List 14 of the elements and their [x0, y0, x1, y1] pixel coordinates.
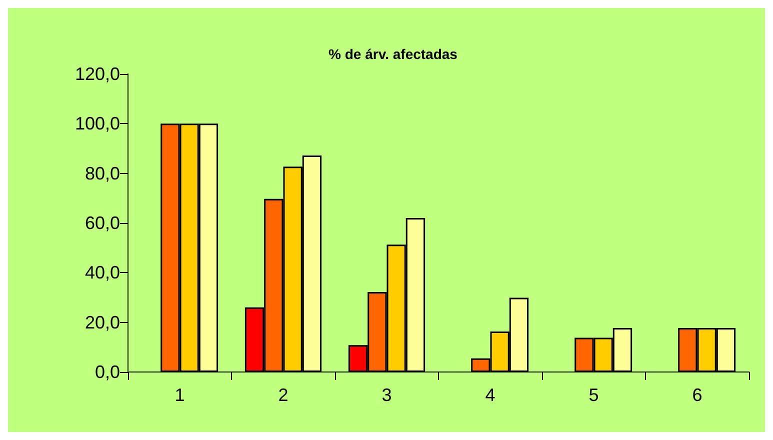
x-tick-label: 3: [382, 385, 392, 405]
y-tick-label: 60,0: [84, 213, 120, 233]
x-tick-label: 5: [588, 385, 599, 405]
y-tick-label: 40,0: [84, 262, 120, 283]
x-tick-label: 2: [278, 385, 288, 405]
y-tick-label: 80,0: [84, 163, 120, 184]
y-tick-label: 120,0: [74, 64, 120, 84]
y-tick-label: 0,0: [94, 362, 120, 382]
x-tick-label: 6: [692, 385, 702, 405]
x-tick-label: 1: [174, 385, 185, 405]
chart-title: % de árv. afectadas: [328, 46, 458, 62]
x-tick-label: 4: [485, 385, 496, 405]
y-tick-label: 20,0: [84, 312, 120, 332]
y-tick-label: 100,0: [74, 114, 120, 134]
